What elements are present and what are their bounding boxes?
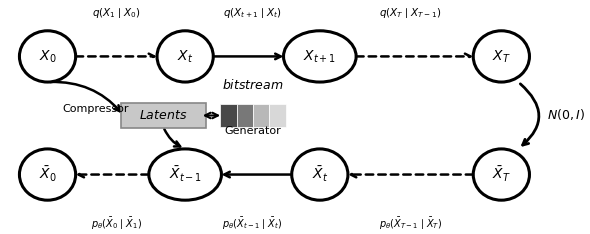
Text: $\bar{X}_{t-1}$: $\bar{X}_{t-1}$ [169, 165, 202, 184]
FancyBboxPatch shape [121, 103, 206, 128]
Text: $N(0, I)$: $N(0, I)$ [547, 107, 585, 122]
Bar [270, 104, 286, 127]
Text: $q(X_{t+1}\mid X_t)$: $q(X_{t+1}\mid X_t)$ [223, 6, 282, 20]
Text: $p_\theta(\bar{X}_0\mid\bar{X}_1)$: $p_\theta(\bar{X}_0\mid\bar{X}_1)$ [91, 216, 142, 232]
Ellipse shape [19, 31, 76, 82]
Text: $q(X_1\mid X_0)$: $q(X_1\mid X_0)$ [92, 6, 141, 20]
Ellipse shape [19, 149, 76, 200]
Bar [253, 104, 270, 127]
Text: $X_T$: $X_T$ [492, 48, 511, 65]
Ellipse shape [149, 149, 221, 200]
Text: Generator: Generator [224, 126, 281, 135]
Ellipse shape [291, 149, 348, 200]
Text: $q(X_T\mid X_{T-1})$: $q(X_T\mid X_{T-1})$ [379, 6, 442, 20]
Ellipse shape [157, 31, 213, 82]
Text: $X_0$: $X_0$ [39, 48, 56, 65]
Ellipse shape [473, 31, 529, 82]
Text: $\bar{X}_t$: $\bar{X}_t$ [312, 165, 328, 184]
Text: $\bar{X}_T$: $\bar{X}_T$ [492, 165, 511, 184]
Text: $X_t$: $X_t$ [177, 48, 194, 65]
Text: Compressor: Compressor [62, 104, 129, 114]
Text: $p_\theta(\bar{X}_{t-1}\mid\bar{X}_t)$: $p_\theta(\bar{X}_{t-1}\mid\bar{X}_t)$ [222, 216, 283, 232]
Text: $p_\theta(\bar{X}_{T-1}\mid\bar{X}_T)$: $p_\theta(\bar{X}_{T-1}\mid\bar{X}_T)$ [379, 216, 442, 232]
Text: $\mathit{bitstream}$: $\mathit{bitstream}$ [222, 78, 284, 92]
Text: $\mathit{Latents}$: $\mathit{Latents}$ [139, 109, 188, 122]
Text: $\bar{X}_0$: $\bar{X}_0$ [39, 165, 57, 184]
Ellipse shape [473, 149, 529, 200]
Bar [220, 104, 237, 127]
Text: $X_{t+1}$: $X_{t+1}$ [303, 48, 336, 65]
Ellipse shape [284, 31, 356, 82]
Bar [237, 104, 253, 127]
